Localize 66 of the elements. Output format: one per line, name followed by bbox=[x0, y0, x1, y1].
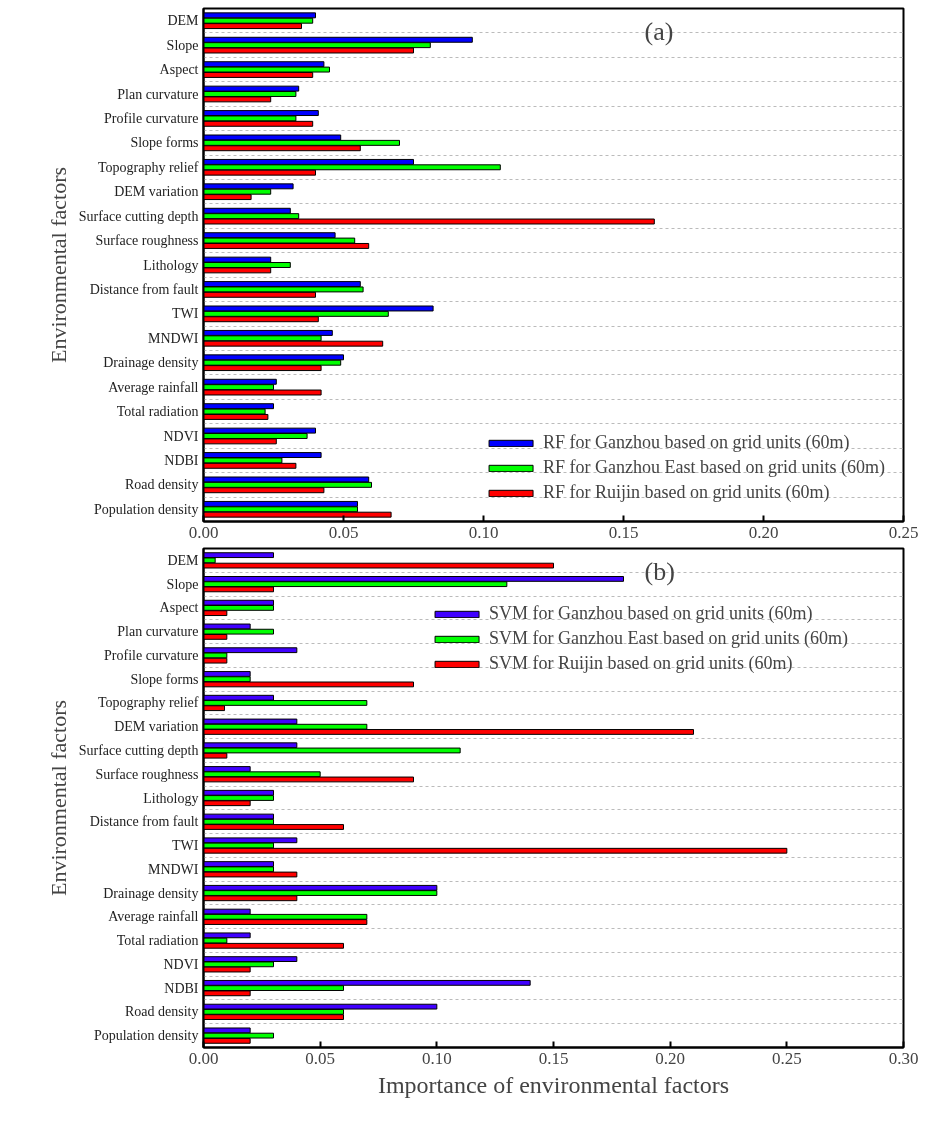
y-tick-label: Distance from fault bbox=[89, 281, 199, 297]
y-axis-title: Environmental factors bbox=[45, 166, 71, 364]
y-tick-label: Population density bbox=[93, 1028, 199, 1044]
y-tick-label: NDBI bbox=[164, 452, 199, 468]
annotation: (a) bbox=[644, 17, 674, 47]
y-tick-label: NDBI bbox=[164, 980, 199, 996]
y-tick-label: TWI bbox=[172, 838, 199, 854]
annotation: (b) bbox=[644, 556, 675, 586]
x-tick-label: 0.20 bbox=[748, 522, 779, 542]
y-tick-label: Plan curvature bbox=[117, 624, 199, 640]
x-tick-label: 0.25 bbox=[771, 1048, 802, 1068]
x-tick-label: 0.05 bbox=[305, 1048, 336, 1068]
y-tick-label: NDVI bbox=[163, 956, 199, 972]
y-tick-label: DEM bbox=[167, 552, 200, 568]
x-tick-label: 0.15 bbox=[538, 1048, 569, 1068]
y-tick-label: Total radiation bbox=[116, 404, 199, 420]
y-tick-label: DEM bbox=[167, 13, 200, 29]
y-tick-label: Drainage density bbox=[103, 885, 199, 901]
y-tick-label: Surface cutting depth bbox=[78, 208, 199, 224]
x-tick-label: 0.00 bbox=[188, 522, 219, 542]
y-tick-label: Population density bbox=[93, 501, 199, 517]
y-tick-label: Road density bbox=[125, 477, 199, 493]
legend-label: RF for Ganzhou East based on grid units (60m) bbox=[543, 457, 885, 478]
y-tick-label: Surface cutting depth bbox=[78, 742, 199, 758]
x-tick-label: 0.00 bbox=[188, 1048, 219, 1068]
y-tick-label: Slope bbox=[166, 37, 199, 53]
x-tick-label: 0.10 bbox=[468, 522, 499, 542]
y-tick-label: Profile curvature bbox=[104, 647, 199, 663]
y-tick-label: Aspect bbox=[159, 600, 199, 616]
y-tick-label: Lithology bbox=[143, 790, 199, 806]
x-tick-label: 0.10 bbox=[421, 1048, 452, 1068]
y-tick-label: MNDWI bbox=[147, 861, 199, 877]
y-tick-label: Plan curvature bbox=[117, 86, 199, 102]
x-tick-label: 0.15 bbox=[608, 522, 639, 542]
y-tick-label: Surface roughness bbox=[95, 233, 199, 249]
y-tick-label: Surface roughness bbox=[95, 766, 199, 782]
legend-label: SVM for Ganzhou based on grid units (60m) bbox=[489, 603, 813, 624]
legend-label: SVM for Ganzhou East based on grid units (60m) bbox=[489, 628, 848, 649]
y-tick-label: Drainage density bbox=[103, 355, 199, 371]
y-tick-label: Slope forms bbox=[130, 671, 199, 687]
y-tick-label: NDVI bbox=[163, 428, 199, 444]
y-tick-label: DEM variation bbox=[114, 184, 199, 200]
y-tick-label: Topography relief bbox=[98, 695, 199, 711]
x-tick-label: 0.25 bbox=[888, 522, 919, 542]
x-tick-label: 0.30 bbox=[888, 1048, 919, 1068]
y-tick-label: Average rainfall bbox=[108, 379, 199, 395]
y-tick-label: Slope bbox=[166, 576, 199, 592]
legend-label: RF for Ruijin based on grid units (60m) bbox=[543, 482, 830, 503]
y-tick-label: Distance from fault bbox=[89, 814, 199, 830]
y-tick-label: Road density bbox=[125, 1004, 199, 1020]
y-tick-label: Aspect bbox=[159, 62, 199, 78]
y-tick-label: Slope forms bbox=[130, 135, 199, 151]
y-tick-label: Lithology bbox=[143, 257, 199, 273]
y-tick-label: Profile curvature bbox=[104, 110, 199, 126]
x-axis-title: Importance of environmental factors bbox=[377, 1071, 730, 1098]
y-axis-title: Environmental factors bbox=[45, 699, 71, 897]
y-tick-label: DEM variation bbox=[114, 719, 199, 735]
y-tick-label: Total radiation bbox=[116, 933, 199, 949]
y-tick-label: Average rainfall bbox=[108, 909, 199, 925]
legend-label: RF for Ganzhou based on grid units (60m) bbox=[543, 432, 850, 453]
x-tick-label: 0.20 bbox=[655, 1048, 686, 1068]
y-tick-label: TWI bbox=[172, 306, 199, 322]
x-tick-label: 0.05 bbox=[328, 522, 359, 542]
legend-label: SVM for Ruijin based on grid units (60m) bbox=[489, 653, 793, 674]
y-tick-label: Topography relief bbox=[98, 159, 199, 175]
y-tick-label: MNDWI bbox=[147, 330, 199, 346]
